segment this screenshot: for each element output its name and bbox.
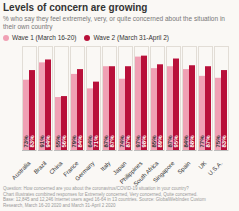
- svg-text:Philippines: Philippines: [118, 160, 144, 185]
- svg-text:83%: 83%: [29, 135, 35, 148]
- svg-text:97%: 97%: [135, 135, 142, 148]
- svg-text:73%: 73%: [23, 135, 30, 148]
- svg-text:Australia: Australia: [11, 160, 32, 181]
- svg-text:94%: 94%: [45, 135, 51, 148]
- svg-text:Germany: Germany: [74, 160, 96, 182]
- svg-text:85%: 85%: [151, 135, 158, 148]
- svg-text:Italy: Italy: [100, 160, 112, 172]
- html-text:% who say they feel extremely,: % who say they feel extremely, very, or …: [3, 15, 225, 30]
- svg-text:Japan: Japan: [111, 160, 128, 176]
- svg-text:Spain: Spain: [176, 160, 191, 175]
- svg-text:95%: 95%: [173, 135, 179, 148]
- svg-text:Singapore: Singapore: [152, 160, 176, 184]
- html-text:Wave 2 (March 31-April 2): Wave 2 (March 31-April 2): [93, 34, 169, 41]
- svg-text:France: France: [62, 160, 80, 178]
- svg-text:UK: UK: [197, 160, 207, 170]
- svg-text:87%: 87%: [125, 135, 131, 148]
- svg-text:Brazil: Brazil: [33, 160, 48, 175]
- svg-text:87%: 87%: [167, 135, 174, 148]
- svg-text:84%: 84%: [183, 135, 190, 148]
- svg-text:87%: 87%: [103, 135, 110, 148]
- svg-text:87%: 87%: [205, 135, 211, 148]
- html-text:Wave 1 (March 16-20): Wave 1 (March 16-20): [12, 34, 77, 41]
- svg-text:89%: 89%: [157, 135, 163, 148]
- svg-text:84%: 84%: [77, 135, 83, 148]
- svg-text:91%: 91%: [39, 135, 46, 148]
- svg-text:56%: 56%: [61, 135, 67, 148]
- svg-text:87%: 87%: [109, 135, 115, 148]
- html-text:Levels of concern are growing: Levels of concern are growing: [3, 2, 148, 13]
- svg-text:79%: 79%: [71, 135, 78, 148]
- svg-text:74%: 74%: [119, 135, 126, 148]
- svg-text:77%: 77%: [199, 135, 206, 148]
- svg-text:75%: 75%: [215, 135, 222, 148]
- svg-text:88%: 88%: [189, 135, 195, 148]
- svg-text:China: China: [48, 160, 64, 176]
- svg-text:55%: 55%: [55, 135, 62, 148]
- svg-text:83%: 83%: [221, 135, 227, 148]
- svg-text:71%: 71%: [93, 135, 99, 148]
- svg-text:U.S.A.: U.S.A.: [207, 160, 224, 177]
- html-text:Question: How concerned are yo: Question: How concerned are you about th…: [3, 186, 206, 208]
- svg-text:64%: 64%: [87, 135, 94, 148]
- svg-text:98%: 98%: [141, 135, 147, 148]
